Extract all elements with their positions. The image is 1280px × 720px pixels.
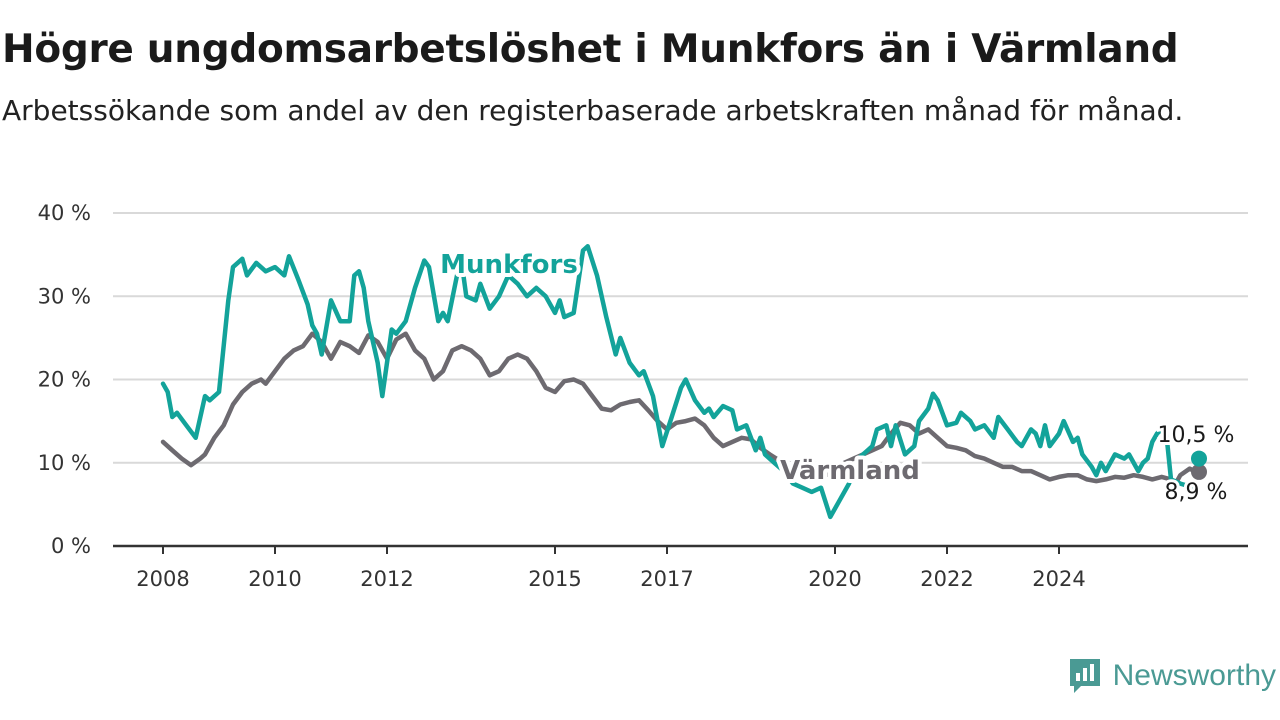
y-tick-label: 0 % (51, 534, 91, 558)
end-point-munkfors (1191, 450, 1207, 467)
series-label-varmland: Värmland (780, 456, 920, 486)
gridlines (113, 212, 1248, 464)
series-label-munkfors: Munkfors (440, 250, 578, 280)
brand-name: Newsworthy (1112, 659, 1276, 692)
end-point-varmland (1191, 463, 1207, 480)
x-tick-label: 2015 (528, 567, 581, 591)
x-tick-label: 2020 (808, 567, 861, 591)
y-tick-label: 20 % (38, 368, 91, 392)
x-tick-label: 2008 (136, 567, 189, 591)
x-tick-label: 2022 (920, 567, 973, 591)
newsworthy-logo-icon (1069, 659, 1100, 693)
series-line-varmland (160, 331, 1197, 486)
y-tick-label: 40 % (38, 201, 91, 225)
x-tick-label: 2017 (640, 567, 693, 591)
y-tick-label: 30 % (38, 284, 91, 308)
series-line-munkfors (160, 244, 1197, 520)
series-labels: Munkfors Värmland 10,5 % 8,9 % (436, 246, 1237, 508)
y-axis-tick-labels: 0 % 10 % 20 % 30 % 40 % (38, 201, 91, 558)
end-value-label-varmland: 8,9 % (1165, 480, 1228, 505)
end-value-label-munkfors: 10,5 % (1158, 423, 1235, 448)
x-axis: 2008 2010 2012 2015 2017 2020 2022 2024 (113, 544, 1248, 591)
x-tick-label: 2024 (1032, 567, 1085, 591)
chart-title: Högre ungdomsarbetslöshet i Munkfors än … (2, 27, 1179, 72)
x-tick-label: 2010 (248, 567, 301, 591)
newsworthy-brand: Newsworthy (1067, 656, 1276, 696)
chart-subtitle: Arbetssökande som andel av den registerb… (2, 94, 1184, 127)
y-tick-label: 10 % (38, 451, 91, 475)
series-lines (160, 244, 1207, 520)
x-tick-label: 2012 (360, 567, 413, 591)
